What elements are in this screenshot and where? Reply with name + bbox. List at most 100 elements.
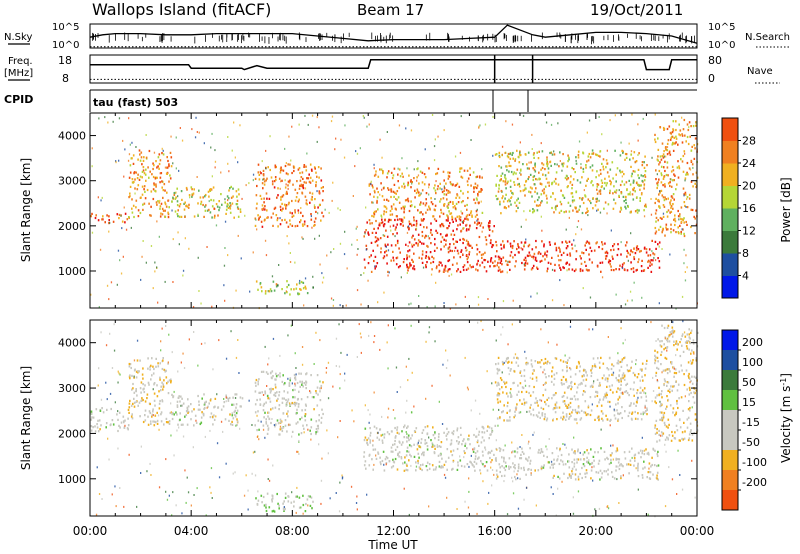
data-cell [494, 264, 496, 268]
data-cell [660, 393, 662, 396]
data-cell [683, 383, 686, 387]
data-cell [530, 359, 533, 362]
data-cell [599, 469, 602, 472]
data-cell [671, 332, 674, 335]
data-cell [605, 377, 607, 380]
noise-cell [223, 284, 225, 287]
noise-cell [288, 135, 290, 138]
data-cell [267, 290, 270, 293]
noise-cell [357, 248, 359, 250]
noise-cell [686, 198, 688, 201]
data-cell [630, 211, 632, 214]
data-cell [147, 166, 149, 169]
data-cell [566, 178, 568, 181]
data-cell [503, 419, 505, 422]
data-cell [466, 203, 468, 207]
data-cell [660, 353, 662, 356]
noise-cell [430, 273, 433, 276]
noise-cell [154, 270, 156, 273]
data-cell [284, 218, 286, 221]
nave-top-tick: 80 [708, 54, 722, 67]
data-cell [412, 267, 414, 270]
data-cell [583, 451, 586, 454]
data-cell [506, 200, 509, 203]
data-cell [379, 168, 381, 171]
data-cell [403, 216, 406, 219]
data-cell [643, 387, 646, 390]
data-cell [615, 180, 617, 183]
data-cell [191, 410, 193, 413]
data-cell [590, 249, 593, 253]
data-cell [163, 379, 165, 382]
data-cell [143, 156, 145, 159]
data-cell [474, 182, 477, 185]
noise-cell [381, 188, 383, 191]
data-cell [693, 375, 696, 378]
data-cell [465, 215, 468, 218]
data-cell [682, 187, 685, 190]
data-cell [620, 380, 622, 383]
noise-cell [335, 137, 337, 140]
data-cell [576, 365, 578, 368]
data-cell [603, 450, 606, 453]
data-cell [621, 360, 623, 363]
data-cell [235, 190, 238, 193]
data-cell [132, 402, 134, 405]
data-cell [397, 180, 399, 183]
data-cell [617, 379, 620, 382]
data-cell [562, 162, 565, 165]
data-cell [690, 429, 692, 432]
data-cell [637, 475, 640, 478]
data-cell [537, 404, 539, 407]
noise-cell [101, 196, 103, 199]
data-cell [674, 174, 676, 177]
data-cell [671, 179, 674, 182]
data-cell [281, 397, 284, 400]
noise-cell [621, 175, 623, 178]
data-cell [173, 193, 176, 196]
noise-cell [407, 245, 409, 248]
data-cell [637, 412, 639, 415]
data-cell [277, 422, 280, 425]
data-cell [232, 403, 235, 406]
data-cell [461, 443, 463, 446]
noise-cell [650, 213, 653, 216]
data-cell [494, 424, 497, 427]
noise-cell [223, 398, 225, 400]
noise-cell [586, 179, 588, 182]
data-cell [665, 425, 668, 428]
data-cell [683, 217, 685, 220]
noise-cell [654, 113, 656, 116]
data-cell [254, 381, 257, 384]
data-cell [478, 190, 480, 193]
data-cell [564, 176, 567, 180]
data-cell [634, 453, 637, 456]
data-cell [423, 183, 426, 186]
data-cell [512, 151, 514, 155]
data-cell [562, 360, 565, 363]
data-cell [421, 181, 424, 184]
data-cell [522, 189, 525, 192]
data-cell [181, 198, 183, 201]
data-cell [315, 431, 317, 434]
data-cell [596, 183, 599, 186]
data-cell [536, 198, 539, 202]
data-cell [692, 396, 695, 399]
data-cell [582, 201, 585, 205]
data-cell [672, 169, 675, 172]
data-cell [456, 429, 458, 432]
data-cell [127, 408, 130, 411]
data-cell [512, 450, 514, 453]
data-cell [534, 170, 537, 173]
data-cell [675, 340, 678, 343]
noise-cell [286, 235, 288, 238]
noise-cell [227, 254, 229, 257]
data-cell [683, 221, 685, 224]
data-cell [424, 236, 426, 239]
data-cell [687, 374, 690, 378]
data-cell [494, 255, 497, 258]
data-cell [390, 195, 392, 199]
data-cell [620, 191, 622, 194]
data-cell [545, 177, 548, 180]
data-cell [287, 180, 290, 183]
